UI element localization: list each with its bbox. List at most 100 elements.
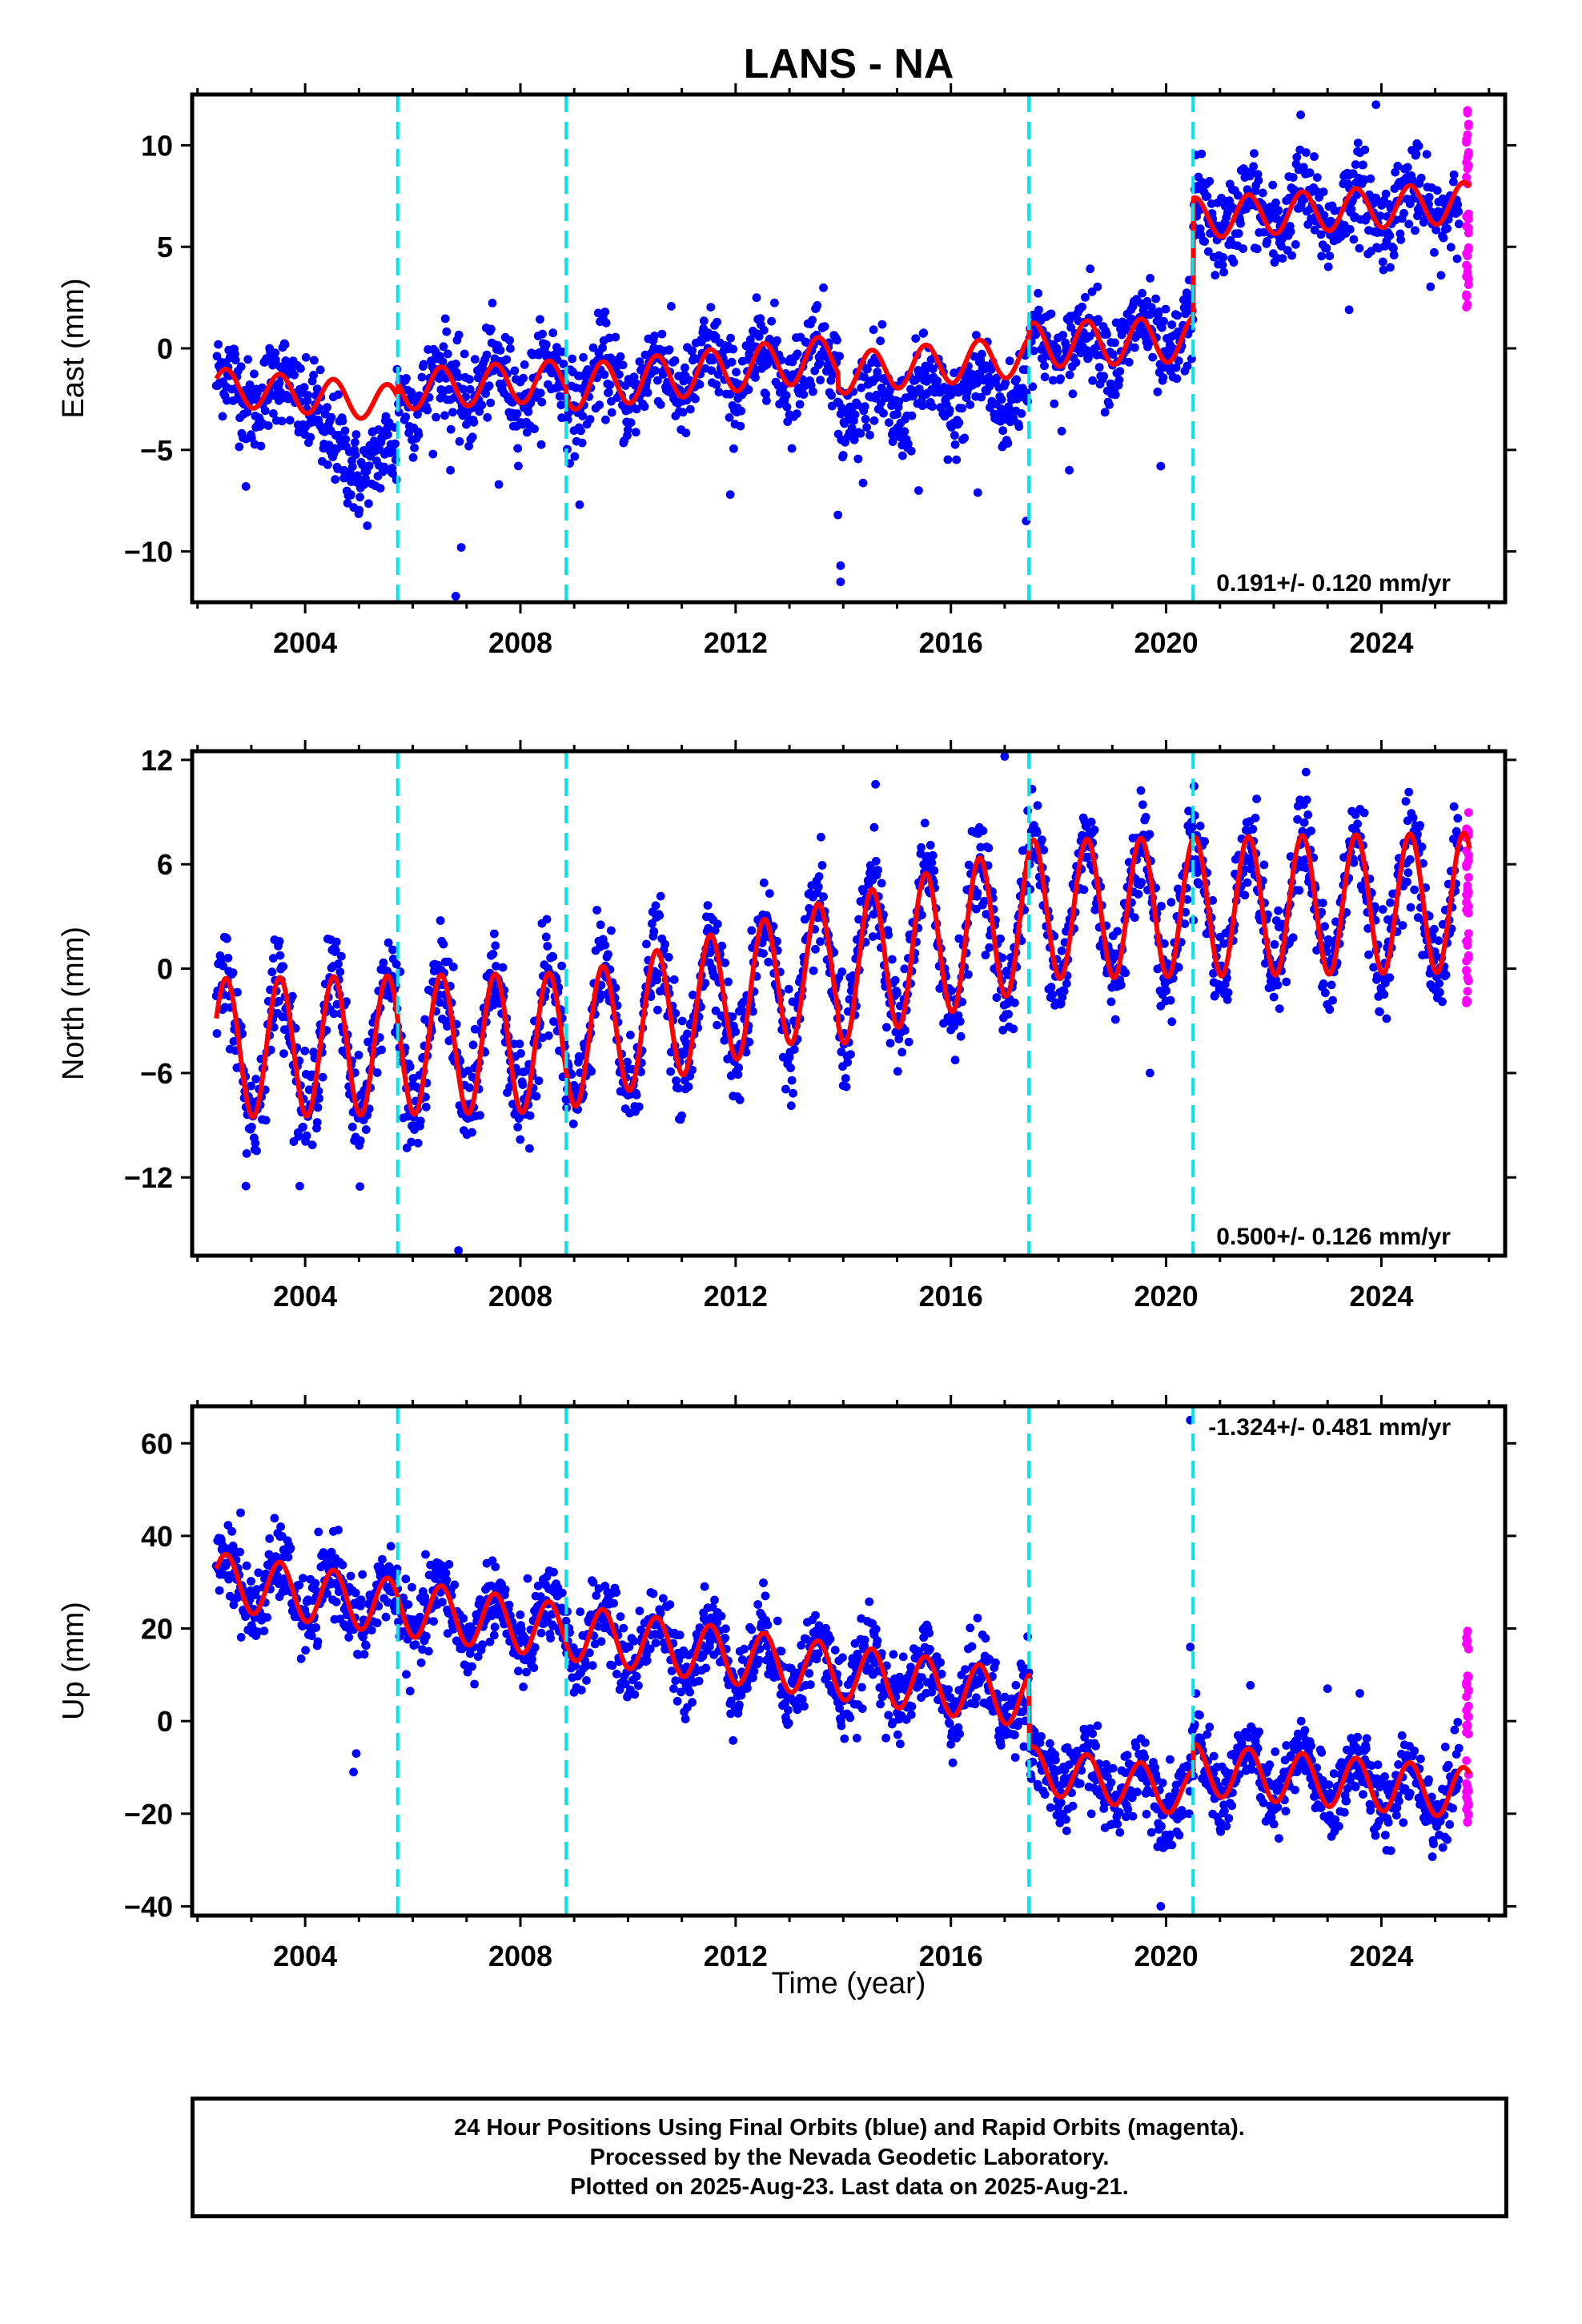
data-point (444, 1560, 454, 1569)
data-point (898, 451, 907, 460)
data-point (402, 1144, 412, 1152)
data-point (1151, 294, 1160, 304)
data-point (1141, 813, 1150, 822)
data-point (904, 1037, 913, 1047)
data-point (793, 349, 802, 359)
data-point (543, 942, 552, 951)
data-point (442, 1575, 452, 1585)
data-point (478, 1640, 487, 1650)
data-point (383, 938, 393, 947)
data-point (505, 336, 514, 345)
data-point (269, 1023, 279, 1032)
data-point (1453, 200, 1463, 209)
data-point (928, 850, 938, 860)
data-point (998, 426, 1008, 436)
data-point (358, 1570, 367, 1579)
data-point (1273, 980, 1283, 990)
data-point (525, 1144, 534, 1153)
data-point (483, 412, 492, 422)
data-point (378, 1554, 387, 1564)
data-point (1389, 243, 1398, 253)
data-point-outlier (836, 577, 845, 586)
data-point (469, 417, 479, 427)
data-point (372, 1618, 382, 1627)
data-point (734, 1063, 743, 1072)
data-point (338, 1560, 347, 1570)
data-point (721, 958, 729, 967)
data-point (950, 431, 959, 440)
data-point (827, 391, 836, 400)
data-point (439, 342, 448, 352)
data-point (1389, 251, 1399, 259)
data-point (432, 412, 440, 422)
data-point (861, 415, 870, 424)
data-point (985, 943, 994, 952)
data-point (819, 892, 828, 902)
data-point (1056, 374, 1065, 384)
data-point (1005, 404, 1014, 414)
data-point (405, 1687, 415, 1696)
data-point (733, 1070, 743, 1080)
data-point (1090, 826, 1099, 834)
data-point (315, 365, 325, 375)
data-point (781, 391, 791, 400)
data-point (1124, 357, 1134, 367)
data-point (1243, 878, 1252, 887)
data-point (894, 1035, 904, 1043)
data-point (215, 1586, 224, 1595)
data-point (1436, 271, 1446, 280)
data-point (841, 1082, 851, 1092)
data-point (928, 402, 937, 411)
data-point (488, 299, 497, 308)
data-point (579, 352, 588, 362)
data-point-outlier (973, 488, 982, 497)
data-point (275, 378, 284, 388)
data-point (435, 374, 444, 383)
data-point (873, 866, 882, 875)
data-point (773, 336, 781, 345)
data-point (235, 442, 244, 452)
data-point (355, 505, 364, 515)
data-point (247, 1122, 256, 1132)
data-point (443, 1022, 452, 1031)
data-point (630, 1690, 640, 1699)
data-point (640, 402, 649, 412)
data-point (243, 408, 252, 417)
data-point (596, 1637, 606, 1647)
data-point (587, 1067, 596, 1076)
data-point (296, 1654, 306, 1663)
data-point (1291, 239, 1300, 249)
data-point (334, 959, 343, 969)
data-point (854, 915, 863, 924)
data-point (212, 1029, 222, 1038)
data-point (1059, 987, 1069, 995)
data-point (664, 952, 673, 962)
data-point (1268, 180, 1278, 190)
data-point (1277, 242, 1286, 251)
data-point (699, 316, 709, 326)
data-point (1403, 163, 1412, 172)
data-point (1426, 282, 1435, 292)
data-point-outlier (1344, 305, 1354, 315)
data-point (1087, 287, 1097, 296)
data-point (893, 1067, 902, 1076)
data-point (820, 322, 829, 332)
data-point (787, 1076, 797, 1085)
x-tick-label: 2004 (273, 1280, 337, 1313)
data-point (612, 1588, 620, 1597)
data-point (516, 1049, 525, 1058)
data-point (548, 952, 558, 962)
data-point (623, 1057, 632, 1067)
data-point (1252, 794, 1261, 803)
data-point (1032, 828, 1042, 837)
data-point (651, 901, 661, 911)
data-point (1351, 160, 1360, 169)
data-point (605, 380, 615, 390)
data-point (601, 415, 610, 424)
data-point (767, 316, 776, 326)
data-point (764, 957, 773, 967)
data-point (607, 408, 616, 417)
data-point (438, 357, 448, 366)
data-point (312, 384, 322, 393)
